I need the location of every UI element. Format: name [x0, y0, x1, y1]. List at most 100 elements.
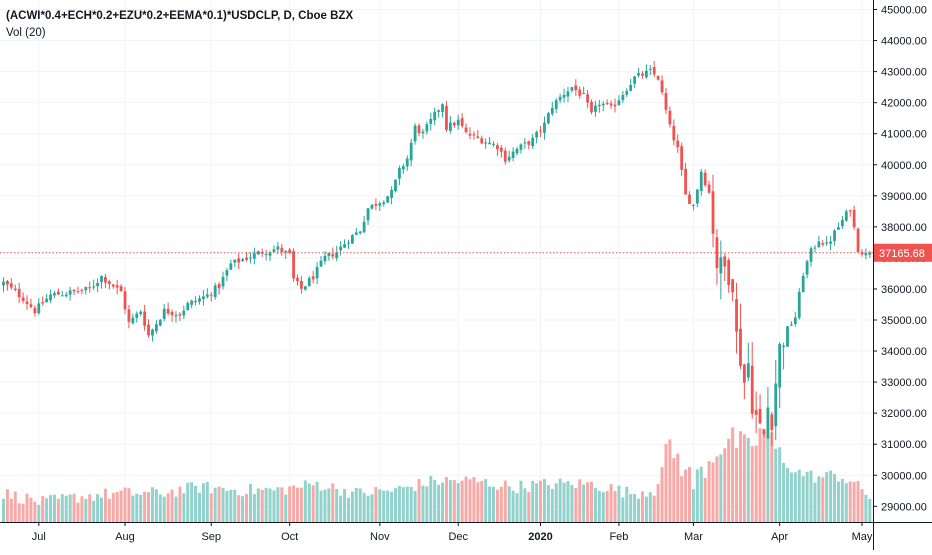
- candle-body[interactable]: [401, 166, 405, 170]
- candle-body[interactable]: [331, 254, 335, 257]
- candle-body[interactable]: [237, 258, 241, 263]
- candle-body[interactable]: [801, 275, 805, 293]
- candles[interactable]: [2, 61, 872, 446]
- candle-body[interactable]: [692, 204, 695, 206]
- candle-body[interactable]: [41, 302, 45, 304]
- candle-body[interactable]: [507, 156, 511, 161]
- candle-body[interactable]: [778, 344, 782, 388]
- candle-body[interactable]: [766, 407, 770, 439]
- candle-body[interactable]: [154, 324, 158, 332]
- candle-body[interactable]: [300, 280, 303, 289]
- candle-body[interactable]: [590, 101, 593, 113]
- candle-body[interactable]: [472, 134, 476, 136]
- candle-body[interactable]: [735, 299, 738, 332]
- candle-body[interactable]: [107, 281, 111, 285]
- candle-body[interactable]: [358, 231, 362, 234]
- candle-body[interactable]: [429, 118, 433, 124]
- candle-body[interactable]: [96, 282, 99, 287]
- candle-body[interactable]: [268, 252, 272, 256]
- candle-body[interactable]: [648, 68, 652, 70]
- candle-body[interactable]: [354, 232, 358, 235]
- candle-body[interactable]: [848, 210, 852, 212]
- candle-body[interactable]: [350, 235, 354, 244]
- candle-body[interactable]: [727, 259, 731, 286]
- candle-body[interactable]: [394, 179, 397, 191]
- candle-body[interactable]: [676, 140, 680, 148]
- candle-body[interactable]: [343, 244, 346, 248]
- candle-body[interactable]: [793, 317, 797, 325]
- candle-body[interactable]: [68, 290, 72, 295]
- candle-body[interactable]: [198, 298, 201, 302]
- candle-body[interactable]: [276, 246, 280, 250]
- candle-body[interactable]: [139, 311, 143, 315]
- candle-body[interactable]: [256, 251, 260, 255]
- candle-body[interactable]: [680, 146, 684, 170]
- candle-body[interactable]: [292, 251, 295, 279]
- candle-body[interactable]: [56, 291, 60, 295]
- candle-body[interactable]: [2, 281, 5, 286]
- candle-body[interactable]: [45, 298, 49, 303]
- candle-body[interactable]: [558, 96, 562, 101]
- candle-body[interactable]: [284, 250, 288, 253]
- candle-body[interactable]: [205, 294, 209, 297]
- candle-body[interactable]: [480, 138, 484, 144]
- candle-body[interactable]: [370, 204, 374, 209]
- candle-body[interactable]: [170, 312, 174, 316]
- candle-body[interactable]: [127, 309, 131, 322]
- candle-body[interactable]: [115, 285, 119, 288]
- candle-body[interactable]: [135, 313, 139, 318]
- candle-body[interactable]: [621, 94, 625, 100]
- candle-body[interactable]: [303, 286, 307, 290]
- candle-body[interactable]: [249, 257, 252, 259]
- candle-body[interactable]: [868, 252, 872, 255]
- candle-body[interactable]: [562, 94, 566, 98]
- candle-body[interactable]: [143, 311, 147, 326]
- candle-body[interactable]: [637, 73, 640, 76]
- candle-body[interactable]: [264, 254, 268, 256]
- candle-body[interactable]: [594, 105, 597, 112]
- candle-body[interactable]: [844, 211, 848, 221]
- candle-body[interactable]: [488, 142, 491, 145]
- candle-body[interactable]: [668, 110, 672, 125]
- candle-body[interactable]: [162, 308, 166, 319]
- candle-body[interactable]: [166, 308, 170, 314]
- candle-body[interactable]: [660, 80, 664, 93]
- candle-body[interactable]: [311, 276, 315, 280]
- candle-body[interactable]: [123, 291, 127, 310]
- candle-body[interactable]: [754, 410, 758, 415]
- candle-body[interactable]: [362, 221, 366, 233]
- candle-body[interactable]: [452, 122, 456, 126]
- candle-body[interactable]: [723, 256, 727, 267]
- candle-body[interactable]: [178, 314, 182, 316]
- candle-body[interactable]: [550, 107, 554, 114]
- candle-body[interactable]: [597, 104, 601, 107]
- candle-body[interactable]: [229, 263, 233, 270]
- candle-body[interactable]: [158, 319, 162, 326]
- candle-body[interactable]: [147, 324, 150, 336]
- candle-body[interactable]: [656, 75, 660, 80]
- volume-indicator-label[interactable]: Vol (20): [6, 27, 46, 39]
- candle-body[interactable]: [468, 133, 472, 136]
- symbol-title[interactable]: (ACWI*0.4+ECH*0.2+EZU*0.2+EEMA*0.1)*USDC…: [6, 10, 354, 22]
- candle-body[interactable]: [837, 227, 840, 230]
- candle-body[interactable]: [288, 249, 292, 253]
- candle-body[interactable]: [840, 219, 844, 227]
- candle-body[interactable]: [731, 279, 735, 293]
- candle-body[interactable]: [774, 383, 778, 427]
- candle-body[interactable]: [809, 248, 813, 262]
- candle-body[interactable]: [29, 304, 33, 308]
- candle-body[interactable]: [131, 317, 135, 324]
- candle-body[interactable]: [6, 280, 9, 285]
- candle-body[interactable]: [856, 228, 860, 253]
- candle-body[interactable]: [515, 148, 519, 154]
- candle-body[interactable]: [543, 122, 546, 133]
- candle-body[interactable]: [213, 285, 217, 298]
- candle-body[interactable]: [104, 276, 107, 283]
- candle-body[interactable]: [37, 303, 41, 314]
- candle-body[interactable]: [390, 189, 393, 198]
- candle-body[interactable]: [174, 314, 178, 317]
- candle-body[interactable]: [707, 184, 711, 193]
- candle-body[interactable]: [21, 297, 25, 302]
- candle-body[interactable]: [770, 414, 774, 430]
- candle-body[interactable]: [586, 94, 589, 103]
